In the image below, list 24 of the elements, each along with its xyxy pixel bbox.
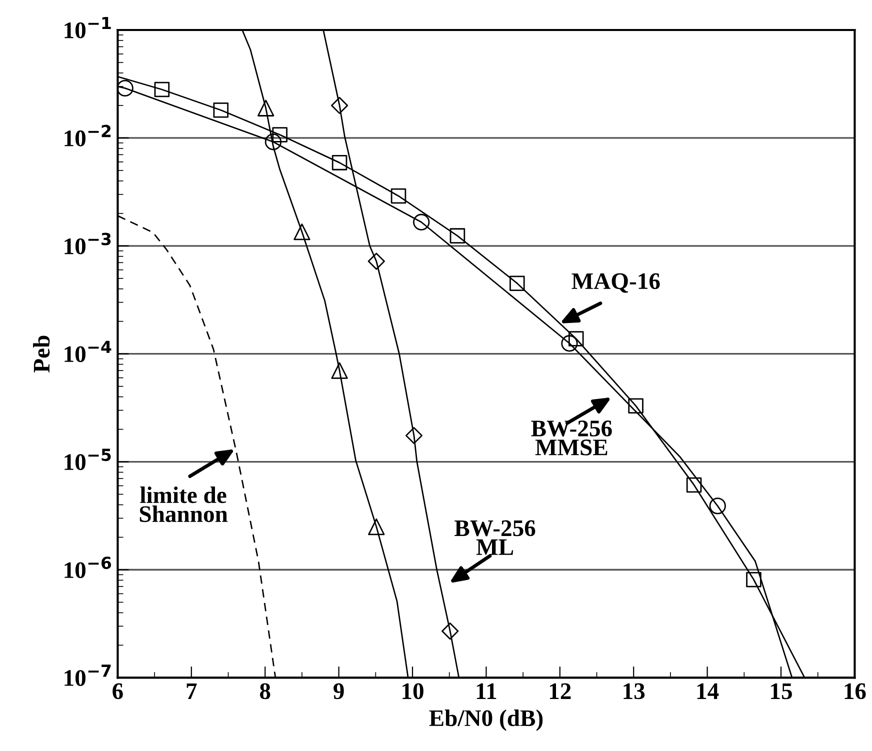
y-tick-label: 10$^{−7}$ — [64, 664, 111, 686]
x-tick-label: 7 — [186, 683, 197, 699]
y-tick-label: 10$^{−5}$ — [64, 448, 111, 470]
annotation: BW-256 ML — [454, 520, 536, 555]
x-tick-label: 11 — [476, 683, 496, 699]
y-tick-label: 10$^{−1}$ — [64, 16, 111, 38]
x-tick-label: 8 — [260, 683, 270, 700]
y-tick-label: 10$^{−2}$ — [64, 124, 111, 146]
y-tick-label: 10$^{−4}$ — [64, 340, 112, 362]
x-tick-label: 13 — [624, 683, 645, 700]
annotation: MAQ-16 — [572, 273, 660, 293]
x-tick-label: 16 — [844, 683, 866, 700]
x-tick-label: 10 — [402, 683, 424, 700]
x-tick-label: 14 — [697, 683, 719, 699]
y-tick-label: 10$^{−3}$ — [64, 232, 111, 254]
x-tick-label: 6 — [112, 683, 123, 700]
x-tick-label: 15 — [771, 683, 792, 700]
annotation: limite de Shannon — [140, 486, 228, 522]
x-axis-title: Eb/N0 (dB) — [429, 710, 543, 731]
y-tick-label: 10$^{−6}$ — [64, 556, 112, 578]
x-tick-label: 12 — [550, 683, 571, 699]
x-tick-label: 9 — [334, 683, 344, 700]
annotation: BW-256 MMSE — [531, 420, 612, 456]
y-axis-title: Peb — [33, 336, 50, 372]
